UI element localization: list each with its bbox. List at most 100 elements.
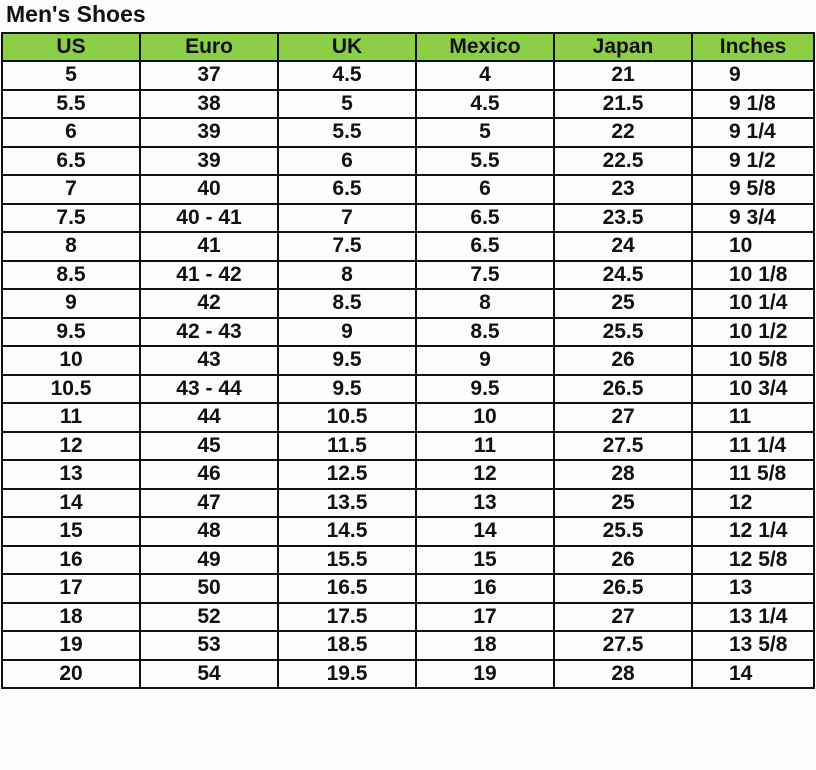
cell-us: 7.5 xyxy=(1,202,141,233)
table-row: 11 44 10.5 10 27 11 xyxy=(1,402,815,433)
cell-us: 13 xyxy=(1,459,141,490)
cell-euro: 42 - 43 xyxy=(139,316,279,347)
cell-inches: 12 xyxy=(691,487,815,518)
cell-uk: 17.5 xyxy=(277,601,417,632)
cell-us: 8.5 xyxy=(1,259,141,290)
cell-uk: 7 xyxy=(277,202,417,233)
cell-euro: 54 xyxy=(139,658,279,689)
cell-japan: 25 xyxy=(553,487,693,518)
table-row: 19 53 18.5 18 27.5 13 5/8 xyxy=(1,630,815,661)
cell-euro: 49 xyxy=(139,544,279,575)
cell-euro: 39 xyxy=(139,117,279,148)
cell-uk: 5 xyxy=(277,88,417,119)
cell-us: 7 xyxy=(1,174,141,205)
cell-uk: 4.5 xyxy=(277,60,417,91)
cell-us: 10.5 xyxy=(1,373,141,404)
table-row: 8.5 41 - 42 8 7.5 24.5 10 1/8 xyxy=(1,259,815,290)
cell-japan: 21 xyxy=(553,60,693,91)
cell-us: 12 xyxy=(1,430,141,461)
cell-mexico: 8.5 xyxy=(415,316,555,347)
cell-japan: 22 xyxy=(553,117,693,148)
table-row: 6 39 5.5 5 22 9 1/4 xyxy=(1,117,815,148)
column-header-japan: Japan xyxy=(553,32,693,62)
cell-us: 15 xyxy=(1,516,141,547)
cell-us: 16 xyxy=(1,544,141,575)
cell-euro: 46 xyxy=(139,459,279,490)
cell-inches: 13 xyxy=(691,573,815,604)
cell-japan: 23.5 xyxy=(553,202,693,233)
cell-euro: 50 xyxy=(139,573,279,604)
cell-inches: 10 1/2 xyxy=(691,316,815,347)
table-row: 13 46 12.5 12 28 11 5/8 xyxy=(1,459,815,490)
cell-uk: 5.5 xyxy=(277,117,417,148)
cell-uk: 18.5 xyxy=(277,630,417,661)
cell-inches: 9 1/8 xyxy=(691,88,815,119)
cell-inches: 10 1/8 xyxy=(691,259,815,290)
cell-euro: 43 xyxy=(139,345,279,376)
cell-us: 8 xyxy=(1,231,141,262)
cell-us: 5 xyxy=(1,60,141,91)
cell-uk: 16.5 xyxy=(277,573,417,604)
cell-uk: 13.5 xyxy=(277,487,417,518)
cell-japan: 25.5 xyxy=(553,316,693,347)
cell-us: 14 xyxy=(1,487,141,518)
cell-euro: 40 - 41 xyxy=(139,202,279,233)
cell-euro: 40 xyxy=(139,174,279,205)
cell-japan: 27.5 xyxy=(553,630,693,661)
cell-japan: 28 xyxy=(553,459,693,490)
cell-mexico: 4 xyxy=(415,60,555,91)
cell-euro: 52 xyxy=(139,601,279,632)
table-row: 6.5 39 6 5.5 22.5 9 1/2 xyxy=(1,145,815,176)
column-header-uk: UK xyxy=(277,32,417,62)
cell-japan: 27.5 xyxy=(553,430,693,461)
cell-inches: 9 3/4 xyxy=(691,202,815,233)
cell-mexico: 4.5 xyxy=(415,88,555,119)
cell-inches: 11 1/4 xyxy=(691,430,815,461)
cell-mexico: 6.5 xyxy=(415,231,555,262)
table-row: 5 37 4.5 4 21 9 xyxy=(1,60,815,91)
cell-inches: 13 1/4 xyxy=(691,601,815,632)
column-header-inches: Inches xyxy=(691,32,815,62)
cell-japan: 23 xyxy=(553,174,693,205)
table-row: 9.5 42 - 43 9 8.5 25.5 10 1/2 xyxy=(1,316,815,347)
cell-mexico: 12 xyxy=(415,459,555,490)
cell-euro: 41 - 42 xyxy=(139,259,279,290)
cell-us: 9.5 xyxy=(1,316,141,347)
table-row: 20 54 19.5 19 28 14 xyxy=(1,658,815,689)
table-row: 10.5 43 - 44 9.5 9.5 26.5 10 3/4 xyxy=(1,373,815,404)
cell-inches: 14 xyxy=(691,658,815,689)
cell-mexico: 16 xyxy=(415,573,555,604)
header-row: US Euro UK Mexico Japan Inches xyxy=(1,32,815,62)
cell-inches: 10 1/4 xyxy=(691,288,815,319)
cell-japan: 26.5 xyxy=(553,573,693,604)
cell-inches: 10 5/8 xyxy=(691,345,815,376)
cell-inches: 9 1/4 xyxy=(691,117,815,148)
cell-inches: 11 5/8 xyxy=(691,459,815,490)
cell-mexico: 6 xyxy=(415,174,555,205)
cell-inches: 11 xyxy=(691,402,815,433)
table-row: 16 49 15.5 15 26 12 5/8 xyxy=(1,544,815,575)
cell-euro: 37 xyxy=(139,60,279,91)
cell-japan: 28 xyxy=(553,658,693,689)
cell-uk: 6.5 xyxy=(277,174,417,205)
cell-uk: 12.5 xyxy=(277,459,417,490)
cell-uk: 19.5 xyxy=(277,658,417,689)
cell-inches: 10 3/4 xyxy=(691,373,815,404)
cell-euro: 47 xyxy=(139,487,279,518)
cell-us: 11 xyxy=(1,402,141,433)
cell-mexico: 5.5 xyxy=(415,145,555,176)
cell-euro: 41 xyxy=(139,231,279,262)
cell-japan: 26 xyxy=(553,544,693,575)
cell-mexico: 17 xyxy=(415,601,555,632)
cell-japan: 26 xyxy=(553,345,693,376)
table-row: 7.5 40 - 41 7 6.5 23.5 9 3/4 xyxy=(1,202,815,233)
cell-us: 5.5 xyxy=(1,88,141,119)
cell-uk: 9.5 xyxy=(277,345,417,376)
cell-japan: 21.5 xyxy=(553,88,693,119)
cell-us: 6.5 xyxy=(1,145,141,176)
cell-uk: 8 xyxy=(277,259,417,290)
cell-us: 18 xyxy=(1,601,141,632)
cell-us: 19 xyxy=(1,630,141,661)
cell-japan: 24.5 xyxy=(553,259,693,290)
cell-us: 17 xyxy=(1,573,141,604)
